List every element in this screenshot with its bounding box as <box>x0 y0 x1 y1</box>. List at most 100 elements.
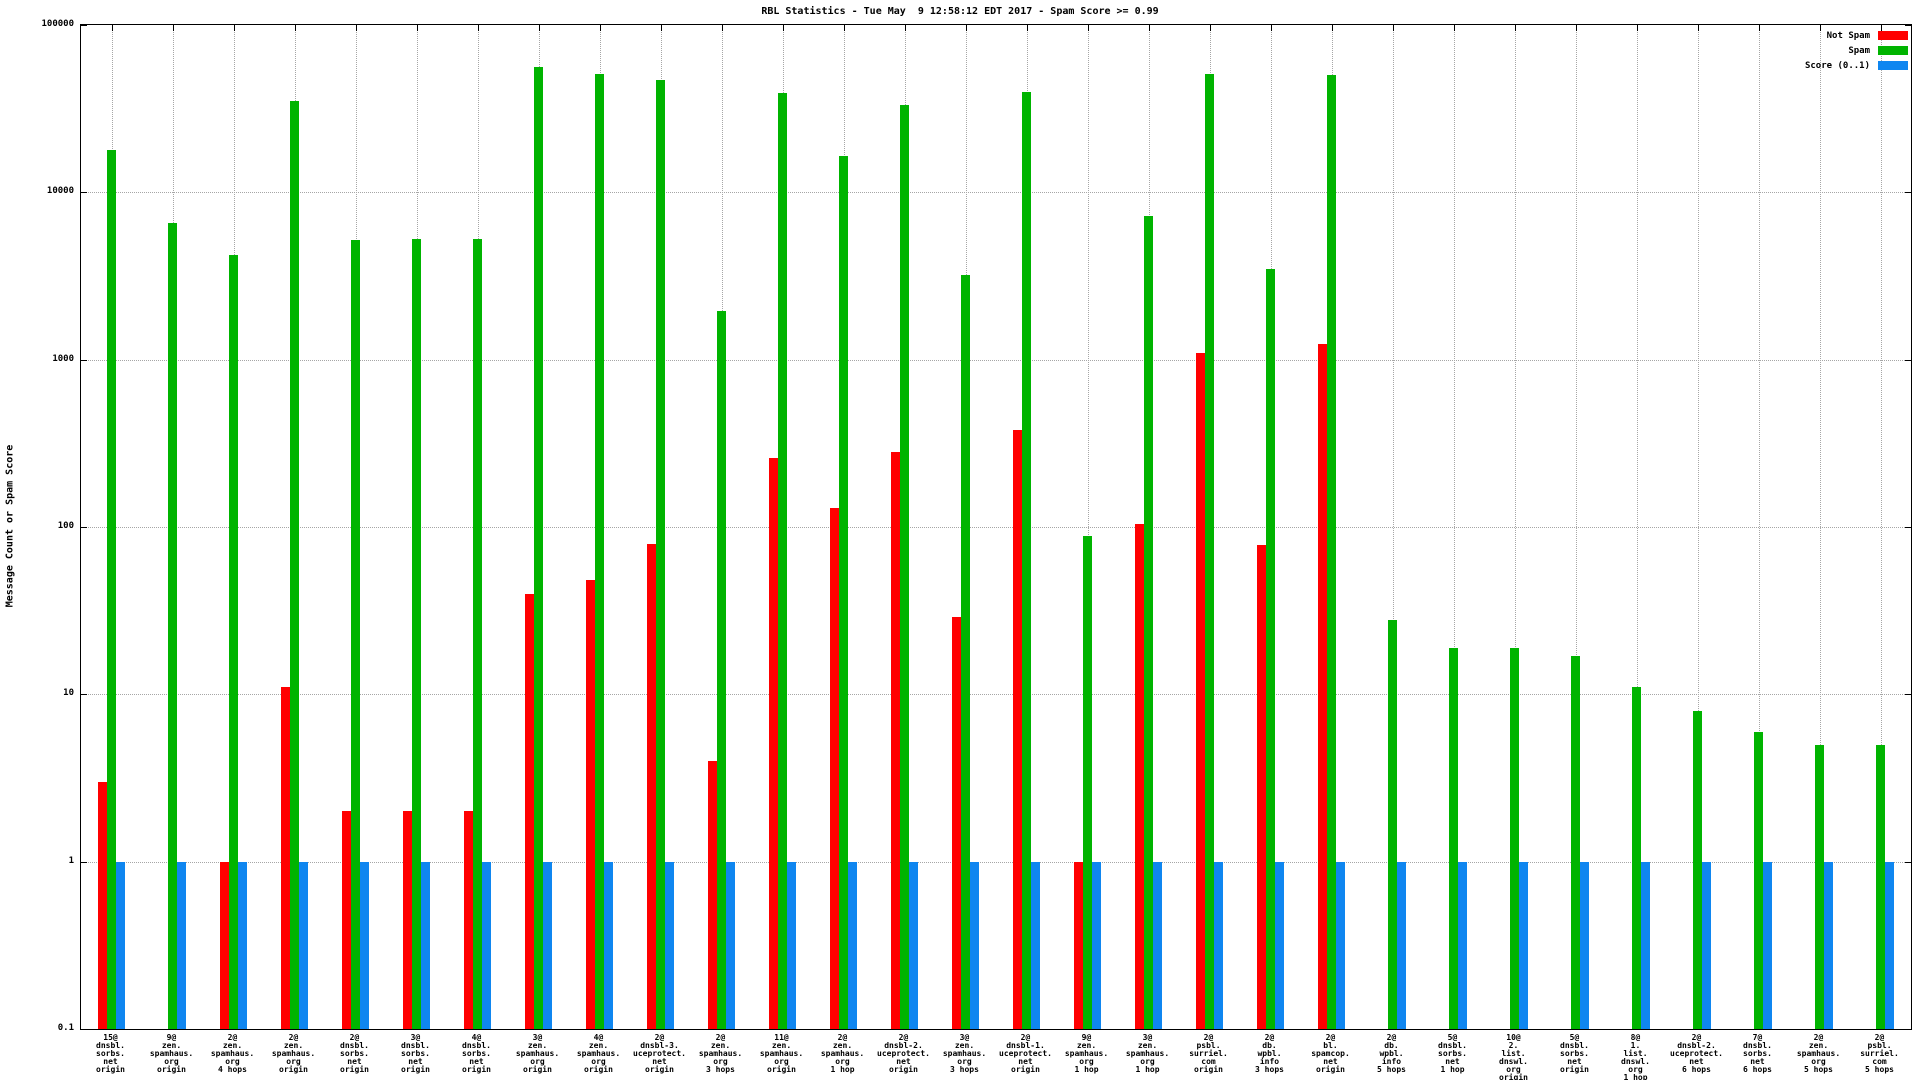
legend-swatch <box>1878 61 1908 70</box>
x-axis-tick <box>843 25 845 31</box>
bar-spam <box>168 222 177 1029</box>
x-axis-tick <box>1697 25 1699 31</box>
horizontal-gridline <box>81 861 1911 863</box>
bar-spam <box>1754 731 1763 1029</box>
bar-not-spam <box>1135 523 1144 1029</box>
x-tick-label-line: 7@ <box>1752 1033 1763 1042</box>
x-tick-label-line: 6 hops <box>1743 1065 1772 1074</box>
x-tick-label-line: net <box>896 1057 911 1066</box>
bar-not-spam <box>586 580 595 1029</box>
x-tick-label-line: 3@ <box>532 1033 543 1042</box>
chart-title: RBL Statistics - Tue May 9 12:58:12 EDT … <box>761 6 1159 17</box>
bar-spam <box>961 275 970 1029</box>
x-tick-label-line: org <box>1811 1057 1826 1066</box>
x-tick-label-line: 4 hops <box>218 1065 247 1074</box>
x-axis-tick <box>904 25 906 31</box>
bar-spam <box>1571 655 1580 1029</box>
x-tick-label-line: spamhaus. <box>271 1049 316 1058</box>
x-tick-label: 8@ 1. list. dnswl. org 1 hop <box>1621 1034 1650 1080</box>
x-tick-label: 4@ zen. spamhaus. org origin <box>577 1034 620 1074</box>
horizontal-gridline <box>81 192 1911 194</box>
x-tick-label-line: bl. <box>1323 1041 1338 1050</box>
x-tick-label-line: spamhaus. <box>1064 1049 1109 1058</box>
x-tick-label-line: wpbl. <box>1379 1049 1404 1058</box>
bar-not-spam <box>647 544 656 1029</box>
x-tick-label-line: net <box>1567 1057 1582 1066</box>
legend-swatch <box>1878 46 1908 55</box>
legend-label: Spam <box>1848 45 1870 56</box>
x-axis-tick <box>1270 25 1272 31</box>
x-tick-label-line: org <box>225 1057 240 1066</box>
x-tick-label-line: dnsbl. <box>96 1041 125 1050</box>
x-tick-label-line: 1 hop <box>1135 1065 1160 1074</box>
x-tick-label-line: net <box>1689 1057 1704 1066</box>
x-tick-label-line: zen. <box>832 1041 853 1050</box>
y-axis-tick <box>81 1029 87 1030</box>
x-tick-label-line: net <box>1445 1057 1460 1066</box>
x-tick-label: 3@ zen. spamhaus. org origin <box>516 1034 559 1074</box>
bar-not-spam <box>525 593 534 1029</box>
bar-score-0-1 <box>1031 861 1040 1029</box>
x-tick-label-line: 3@ <box>410 1033 421 1042</box>
y-tick-label: 100000 <box>41 19 74 29</box>
x-tick-label-line: 8@ <box>1630 1033 1641 1042</box>
bar-spam <box>534 67 543 1029</box>
x-axis-tick <box>1148 25 1150 31</box>
bar-not-spam <box>403 811 412 1029</box>
x-tick-label-line: info <box>1259 1057 1280 1066</box>
y-axis-tick <box>81 861 87 863</box>
y-tick-label: 100 <box>57 521 74 531</box>
bar-score-0-1 <box>909 861 918 1029</box>
x-tick-label-line: origin <box>157 1065 186 1074</box>
bar-spam <box>656 79 665 1029</box>
bar-score-0-1 <box>726 861 735 1029</box>
bar-score-0-1 <box>1763 861 1772 1029</box>
x-tick-label-line: org <box>1079 1057 1094 1066</box>
bar-score-0-1 <box>1702 861 1711 1029</box>
bar-not-spam <box>1013 430 1022 1029</box>
bar-spam <box>1022 91 1031 1029</box>
bar-score-0-1 <box>848 861 857 1029</box>
x-tick-label-line: dnsbl-2. <box>884 1041 923 1050</box>
x-tick-label-line: spamhaus. <box>515 1049 560 1058</box>
bar-score-0-1 <box>116 861 125 1029</box>
x-tick-label-line: 2@ <box>1264 1033 1275 1042</box>
x-tick-label-line: 2@ <box>654 1033 665 1042</box>
x-tick-label-line: uceprotect. <box>1670 1049 1723 1058</box>
x-tick-label-line: sorbs. <box>1438 1049 1467 1058</box>
x-tick-label-line: zen. <box>161 1041 182 1050</box>
x-tick-label: 2@ dnsbl-3. uceprotect. net origin <box>633 1034 686 1074</box>
bar-spam <box>1144 216 1153 1029</box>
bar-score-0-1 <box>1580 861 1589 1029</box>
x-tick-label-line: spamhaus. <box>1796 1049 1841 1058</box>
x-axis-tick <box>477 25 479 31</box>
x-axis-tick <box>782 25 784 31</box>
bar-score-0-1 <box>421 861 430 1029</box>
x-tick-label-line: spamhaus. <box>1125 1049 1170 1058</box>
legend-item: Not Spam <box>1805 28 1908 43</box>
x-tick-label-line: list. <box>1623 1049 1648 1058</box>
y-axis-tick <box>81 192 87 194</box>
x-tick-label-line: origin <box>645 1065 674 1074</box>
x-axis-tick <box>1880 25 1882 31</box>
x-tick-label-line: org <box>591 1057 606 1066</box>
x-tick-label-line: 2@ <box>288 1033 299 1042</box>
x-tick-label-line: 3@ <box>1142 1033 1153 1042</box>
x-tick-label-line: com <box>1201 1057 1216 1066</box>
x-tick-label-line: spamhaus. <box>149 1049 194 1058</box>
x-tick-label-line: origin <box>767 1065 796 1074</box>
bar-score-0-1 <box>604 861 613 1029</box>
x-tick-label-line: 2. <box>1508 1041 1519 1050</box>
bar-spam <box>107 149 116 1029</box>
y-tick-label: 1000 <box>52 353 74 364</box>
bar-score-0-1 <box>1092 861 1101 1029</box>
x-tick-label-line: spamhaus. <box>942 1049 987 1058</box>
legend-item: Score (0..1) <box>1805 58 1908 73</box>
x-tick-label-line: psbl. <box>1196 1041 1221 1050</box>
x-tick-label-line: sorbs. <box>96 1049 125 1058</box>
x-tick-label-line: spamhaus. <box>759 1049 804 1058</box>
y-axis-tick <box>1905 694 1911 696</box>
bar-score-0-1 <box>360 861 369 1029</box>
bar-score-0-1 <box>665 861 674 1029</box>
bar-spam <box>1510 647 1519 1029</box>
